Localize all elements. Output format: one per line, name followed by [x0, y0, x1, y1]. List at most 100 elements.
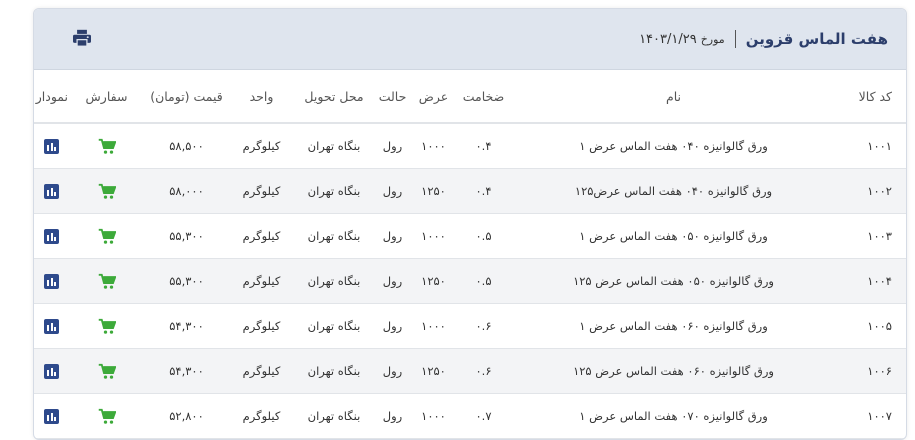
cell-unit: کیلوگرم — [229, 123, 294, 169]
cart-icon[interactable] — [98, 183, 117, 200]
table-row: ۱۰۰۵ ورق گالوانیزه ۰۶۰ هفت الماس عرض ۱ ۰.۶… — [34, 303, 906, 349]
column-header-unit: واحد — [229, 70, 294, 124]
cart-icon[interactable] — [98, 228, 117, 245]
table-header-row: کد کالا نام ضخامت عرض حالت محل تحویل واحد قیمت … — [34, 70, 906, 124]
cell-chart — [34, 168, 69, 214]
cell-thickness: ۰.۴ — [456, 123, 511, 169]
card-header: هفت الماس قزوین مورخ ۱۴۰۳/۱/۲۹ — [34, 9, 906, 70]
cell-thickness: ۰.۴ — [456, 168, 511, 214]
cell-order — [69, 258, 144, 304]
cell-thickness: ۰.۵ — [456, 258, 511, 304]
cell-name: ورق گالوانیزه ۰۴۰ هفت الماس عرض ۱ — [511, 123, 836, 169]
cell-width: ۱۲۵۰ — [411, 258, 456, 304]
cell-price: ۵۴,۳۰۰ — [144, 303, 229, 349]
company-title: هفت الماس قزوین — [745, 30, 888, 48]
column-header-order: سفارش — [69, 70, 144, 124]
cell-thickness: ۰.۵ — [456, 213, 511, 259]
column-header-code: کد کالا — [836, 70, 906, 124]
bar-chart-icon[interactable] — [44, 138, 59, 154]
cell-name: ورق گالوانیزه ۰۶۰ هفت الماس عرض ۱۲۵ — [511, 348, 836, 394]
price-list-card: هفت الماس قزوین مورخ ۱۴۰۳/۱/۲۹ کد کالا نا… — [33, 8, 907, 440]
column-header-state: حالت — [374, 70, 411, 124]
bar-chart-icon[interactable] — [44, 183, 59, 199]
cell-order — [69, 393, 144, 439]
cell-code: ۱۰۰۶ — [836, 348, 906, 394]
cell-price: ۵۴,۳۰۰ — [144, 348, 229, 394]
cell-chart — [34, 123, 69, 169]
date-value: ۱۴۰۳/۱/۲۹ — [639, 31, 697, 47]
cell-order — [69, 303, 144, 349]
cell-price: ۵۵,۳۰۰ — [144, 213, 229, 259]
cell-width: ۱۰۰۰ — [411, 213, 456, 259]
cell-code: ۱۰۰۲ — [836, 168, 906, 214]
divider — [734, 30, 736, 48]
cell-state: رول — [374, 258, 411, 304]
cell-thickness: ۰.۶ — [456, 303, 511, 349]
cell-width: ۱۰۰۰ — [411, 393, 456, 439]
column-header-thickness: ضخامت — [456, 70, 511, 124]
cell-name: ورق گالوانیزه ۰۴۰ هفت الماس عرض۱۲۵ — [511, 168, 836, 214]
cell-location: بنگاه تهران — [294, 393, 374, 439]
cell-thickness: ۰.۶ — [456, 348, 511, 394]
cell-location: بنگاه تهران — [294, 258, 374, 304]
cell-price: ۵۸,۵۰۰ — [144, 123, 229, 169]
print-icon[interactable] — [72, 29, 92, 47]
cell-state: رول — [374, 123, 411, 169]
cell-width: ۱۰۰۰ — [411, 123, 456, 169]
cell-unit: کیلوگرم — [229, 168, 294, 214]
cell-name: ورق گالوانیزه ۰۷۰ هفت الماس عرض ۱ — [511, 393, 836, 439]
cell-chart — [34, 303, 69, 349]
cell-location: بنگاه تهران — [294, 123, 374, 169]
column-header-name: نام — [511, 70, 836, 124]
cell-code: ۱۰۰۴ — [836, 258, 906, 304]
cart-icon[interactable] — [98, 408, 117, 425]
cell-state: رول — [374, 213, 411, 259]
cell-code: ۱۰۰۷ — [836, 393, 906, 439]
cell-location: بنگاه تهران — [294, 168, 374, 214]
table-row: ۱۰۰۱ ورق گالوانیزه ۰۴۰ هفت الماس عرض ۱ ۰.۴… — [34, 123, 906, 169]
column-header-chart: نمودار قیمت — [34, 70, 69, 124]
column-header-width: عرض — [411, 70, 456, 124]
cart-icon[interactable] — [98, 273, 117, 290]
date-label: مورخ — [700, 32, 725, 46]
cell-chart — [34, 393, 69, 439]
cart-icon[interactable] — [98, 138, 117, 155]
cell-location: بنگاه تهران — [294, 213, 374, 259]
cell-unit: کیلوگرم — [229, 348, 294, 394]
cell-name: ورق گالوانیزه ۰۵۰ هفت الماس عرض ۱۲۵ — [511, 258, 836, 304]
bar-chart-icon[interactable] — [44, 318, 59, 334]
cell-state: رول — [374, 303, 411, 349]
bar-chart-icon[interactable] — [44, 273, 59, 289]
cell-unit: کیلوگرم — [229, 213, 294, 259]
cell-unit: کیلوگرم — [229, 258, 294, 304]
table-row: ۱۰۰۲ ورق گالوانیزه ۰۴۰ هفت الماس عرض۱۲۵ ۰.… — [34, 168, 906, 214]
cell-code: ۱۰۰۳ — [836, 213, 906, 259]
cell-unit: کیلوگرم — [229, 393, 294, 439]
cell-price: ۵۸,۰۰۰ — [144, 168, 229, 214]
cell-state: رول — [374, 168, 411, 214]
table-row: ۱۰۰۷ ورق گالوانیزه ۰۷۰ هفت الماس عرض ۱ ۰.۷… — [34, 393, 906, 439]
bar-chart-icon[interactable] — [44, 363, 59, 379]
cell-price: ۵۵,۳۰۰ — [144, 258, 229, 304]
bar-chart-icon[interactable] — [44, 228, 59, 244]
column-header-price: قیمت (تومان) — [144, 70, 229, 124]
cart-icon[interactable] — [98, 318, 117, 335]
cell-code: ۱۰۰۱ — [836, 123, 906, 169]
price-table: کد کالا نام ضخامت عرض حالت محل تحویل واحد قیمت … — [34, 70, 906, 439]
cell-order — [69, 123, 144, 169]
table-row: ۱۰۰۶ ورق گالوانیزه ۰۶۰ هفت الماس عرض ۱۲۵ ۰… — [34, 348, 906, 394]
cell-width: ۱۲۵۰ — [411, 168, 456, 214]
bar-chart-icon[interactable] — [44, 408, 59, 424]
cell-chart — [34, 348, 69, 394]
cell-name: ورق گالوانیزه ۰۶۰ هفت الماس عرض ۱ — [511, 303, 836, 349]
cell-chart — [34, 213, 69, 259]
cell-thickness: ۰.۷ — [456, 393, 511, 439]
cell-name: ورق گالوانیزه ۰۵۰ هفت الماس عرض ۱ — [511, 213, 836, 259]
cell-order — [69, 213, 144, 259]
cell-order — [69, 168, 144, 214]
cell-width: ۱۲۵۰ — [411, 348, 456, 394]
table-row: ۱۰۰۳ ورق گالوانیزه ۰۵۰ هفت الماس عرض ۱ ۰.۵… — [34, 213, 906, 259]
cell-order — [69, 348, 144, 394]
cell-code: ۱۰۰۵ — [836, 303, 906, 349]
cart-icon[interactable] — [98, 363, 117, 380]
